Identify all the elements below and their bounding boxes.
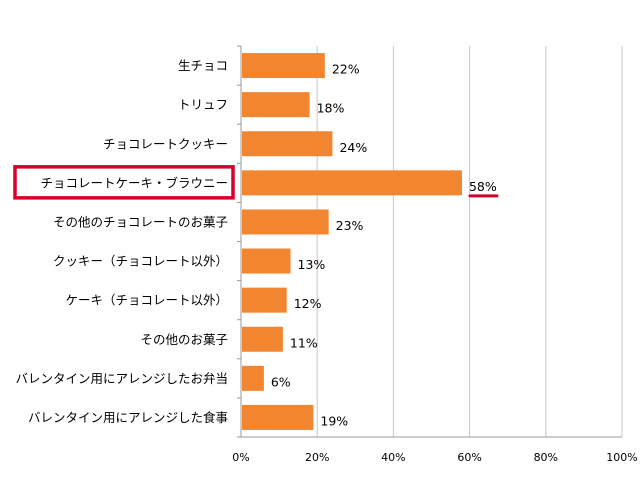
- x-tick-label: 40%: [381, 451, 405, 464]
- bar: [242, 365, 264, 391]
- category-label: トリュフ: [178, 97, 228, 112]
- data-label: 23%: [336, 218, 364, 233]
- bar: [242, 287, 287, 313]
- category-label: クッキー（チョコレート以外）: [53, 254, 228, 269]
- category-label: その他のお菓子: [140, 332, 228, 347]
- data-label: 22%: [332, 62, 360, 77]
- category-label: チョコレートクッキー: [103, 136, 228, 151]
- bar-layer: [242, 53, 462, 430]
- category-label: バレンタイン用にアレンジしたお弁当: [15, 371, 228, 386]
- bar: [242, 131, 333, 157]
- label-layer: 0% 20% 40% 60% 80% 100% 生チョコ 22% トリュフ 18% チョコレートクッ…: [15, 58, 637, 464]
- grid-layer: [237, 45, 623, 438]
- bar: [242, 92, 310, 118]
- category-label: ケーキ（チョコレート以外）: [65, 293, 228, 308]
- data-label: 58%: [469, 179, 497, 194]
- bar: [242, 170, 462, 196]
- data-label: 13%: [298, 257, 326, 272]
- bar: [242, 248, 291, 274]
- data-label: 12%: [294, 296, 322, 311]
- x-tick-label: 100%: [606, 451, 637, 464]
- x-tick-label: 60%: [457, 451, 481, 464]
- category-label: チョコレートケーキ・ブラウニー: [40, 175, 228, 190]
- bar: [242, 326, 283, 352]
- highlight-box: [13, 165, 235, 200]
- data-label: 11%: [290, 335, 318, 350]
- x-tick-label: 80%: [534, 451, 558, 464]
- bar: [242, 209, 329, 235]
- x-tick-label: 20%: [305, 451, 329, 464]
- category-label: バレンタイン用にアレンジした食事: [28, 410, 228, 425]
- data-label: 24%: [339, 140, 367, 155]
- data-label: 18%: [317, 101, 345, 116]
- x-tick-label: 0%: [232, 451, 249, 464]
- data-label: 6%: [271, 374, 291, 389]
- bar: [242, 404, 314, 430]
- highlight-layer: [13, 165, 499, 200]
- category-label: その他のチョコレートのお菓子: [53, 214, 228, 229]
- category-label: 生チョコ: [178, 58, 228, 73]
- bar: [242, 53, 325, 79]
- data-label: 19%: [320, 413, 348, 428]
